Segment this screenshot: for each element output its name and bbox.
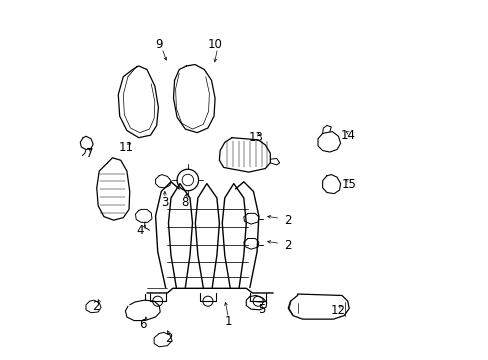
Text: 13: 13 bbox=[248, 131, 263, 144]
Text: 8: 8 bbox=[181, 196, 189, 209]
Text: 14: 14 bbox=[340, 129, 355, 142]
Text: 3: 3 bbox=[161, 196, 168, 209]
Text: 2: 2 bbox=[283, 239, 291, 252]
Text: 15: 15 bbox=[341, 178, 356, 191]
Text: 6: 6 bbox=[140, 318, 147, 331]
Text: 1: 1 bbox=[224, 315, 232, 328]
Text: 9: 9 bbox=[155, 38, 163, 51]
Text: 10: 10 bbox=[207, 38, 222, 51]
Text: 4: 4 bbox=[137, 224, 144, 238]
Text: 7: 7 bbox=[86, 147, 93, 159]
Text: 11: 11 bbox=[119, 140, 133, 153]
Text: 2: 2 bbox=[283, 214, 291, 227]
Text: 5: 5 bbox=[258, 303, 265, 316]
Text: 12: 12 bbox=[330, 305, 345, 318]
Text: 2: 2 bbox=[165, 332, 173, 345]
Text: 2: 2 bbox=[92, 300, 99, 313]
